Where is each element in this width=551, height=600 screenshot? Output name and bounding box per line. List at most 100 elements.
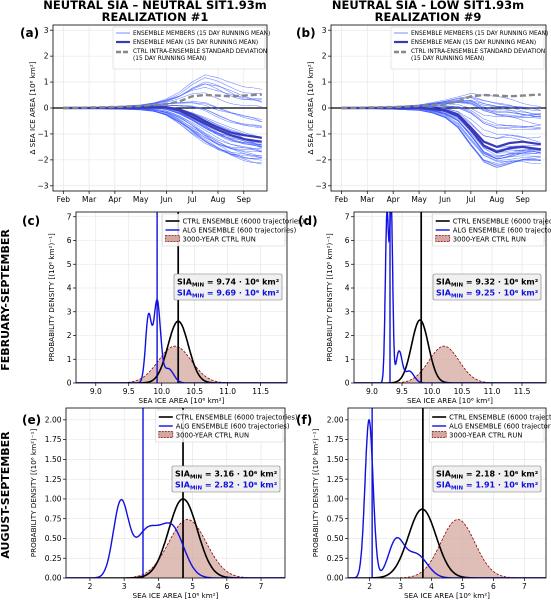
- y-axis-label: PROBABILITY DENSITY [(10⁶ km²)⁻¹]: [29, 429, 38, 558]
- legend-box: [112, 26, 266, 70]
- sia-ctrl-value: = 9.32 · 10⁶ km²: [463, 278, 539, 287]
- panel-f: 0.00 0.25 0.50 0.75 1.00 1.25 1.50 1.75 2.00 2 3 4 5…: [296, 407, 551, 600]
- sia-box: [173, 273, 283, 301]
- y-tick-label: 0: [322, 104, 327, 113]
- y-tick-label: −1: [315, 130, 326, 139]
- legend-text-ctrl: CTRL ENSEMBLE (6000 trajectories): [183, 218, 305, 226]
- x-tick-label: Aug: [489, 195, 504, 204]
- y-axis-label: PROBABILITY DENSITY [(10⁶ km²)⁻¹]: [47, 233, 56, 362]
- legend-text-ctrl-run: 3000-YEAR CTRL RUN: [453, 236, 526, 244]
- x-tick-label: Feb: [57, 195, 71, 204]
- sia-alg-subscript: MIN: [451, 486, 464, 492]
- sia-ctrl-symbol: SIA: [436, 470, 452, 479]
- y-tick-label: 0: [44, 104, 49, 113]
- sia-ctrl-text: SIAMIN = 2.18 · 10⁶ km²: [436, 470, 539, 481]
- x-tick-label: Mar: [82, 195, 97, 204]
- sia-ctrl-symbol: SIA: [177, 278, 193, 287]
- legend-swatch-ctrl-run: [431, 431, 447, 438]
- y-tick-label: 1.25: [327, 475, 344, 484]
- y-tick-label: 1.00: [327, 495, 344, 504]
- x-tick-label: 7: [522, 582, 527, 591]
- y-axis-label: PROBABILITY DENSITY [(10⁶ km²)⁻¹]: [325, 233, 334, 362]
- row-label-aug-sep: AUGUST-SEPTEMBER: [0, 431, 12, 559]
- legend-text-alg: ALG ENSEMBLE (600 trajectories): [183, 227, 297, 235]
- y-tick-label: 1: [67, 355, 72, 364]
- legend-text-ctrl: CTRL ENSEMBLE (6000 trajectories): [176, 414, 298, 422]
- ctrl-run-fill: [348, 519, 546, 578]
- y-tick-label: 1: [322, 78, 327, 87]
- sia-alg-value: = 9.69 · 10⁶ km²: [204, 289, 280, 298]
- sia-alg-symbol: SIA: [177, 289, 193, 298]
- legend-text-ctrl-run: 3000-YEAR CTRL RUN: [183, 236, 256, 244]
- y-tick-label: 2: [345, 331, 350, 340]
- left-column-title-line1: NEUTRAL SIA – NEUTRAL SIT1.93m: [43, 0, 266, 12]
- sia-alg-symbol: SIA: [175, 481, 191, 490]
- panel-label: (c): [22, 214, 40, 228]
- legend-box: [428, 409, 545, 443]
- sia-ctrl-value: = 9.74 · 10⁶ km²: [204, 278, 280, 287]
- legend-text-ctrl: CTRL ENSEMBLE (6000 trajectories): [449, 414, 551, 422]
- legend-text-ctrl: CTRL ENSEMBLE (6000 trajectories): [453, 218, 551, 226]
- x-tick-label: Sep: [237, 195, 251, 204]
- x-tick-label: Jun: [160, 195, 173, 204]
- y-tick-label: 0.50: [45, 534, 62, 543]
- y-tick-label: 0: [345, 379, 350, 388]
- y-tick-label: 0.50: [327, 534, 344, 543]
- y-tick-label: 3: [44, 26, 49, 35]
- ctrl-ensemble-density: [348, 508, 546, 578]
- x-axis-label: SEA ICE AREA [10⁶ km²]: [139, 396, 225, 405]
- plot-frame: [353, 211, 547, 384]
- plot-area: [331, 25, 546, 191]
- panel-a: −3 −2 −1 0 1 2 3 Feb Mar Apr May Jun Jul Aug Sep Δ SEA …: [20, 24, 270, 204]
- legend-text-std: CTRL INTRA-ENSEMBLE STANDARD DEVIATION: [133, 49, 267, 55]
- sia-alg-subscript: MIN: [451, 294, 464, 300]
- legend-text-ctrl-run: 3000-YEAR CTRL RUN: [176, 432, 249, 440]
- x-tick-label: Aug: [211, 195, 226, 204]
- x-tick-label: 3: [398, 582, 403, 591]
- x-tick-label: 2: [88, 582, 93, 591]
- x-tick-label: 6: [224, 582, 229, 591]
- x-tick-label: Feb: [335, 195, 349, 204]
- y-tick-label: −3: [315, 181, 326, 190]
- y-tick-label: −1: [37, 130, 48, 139]
- y-tick-label: −3: [37, 181, 48, 190]
- sia-ctrl-subscript: MIN: [451, 283, 464, 289]
- x-tick-label: 10.5: [186, 387, 203, 396]
- y-tick-label: 2: [67, 331, 72, 340]
- panel-label: (d): [298, 214, 318, 228]
- ctrl-run-edge: [76, 345, 287, 383]
- y-tick-label: 0.75: [45, 514, 62, 523]
- y-tick-label: 3: [322, 26, 327, 35]
- sia-alg-symbol: SIA: [436, 481, 452, 490]
- panel-c: 0 1 2 3 4 5 6 7 9.0 9.5 10.0 10.5 11.0 11.5 PROBABILIT…: [22, 211, 305, 405]
- y-tick-label: 4: [345, 284, 350, 293]
- x-tick-label: May: [133, 195, 149, 204]
- sia-alg-value: = 9.25 · 10⁶ km²: [463, 289, 539, 298]
- legend-text-ctrl-run: 3000-YEAR CTRL RUN: [449, 432, 522, 440]
- y-tick-label: 7: [67, 212, 72, 221]
- legend-text-std: CTRL INTRA-ENSEMBLE STANDARD DEVIATION: [411, 49, 545, 55]
- x-tick-label: Apr: [108, 195, 122, 204]
- alg-ensemble-density: [348, 419, 546, 578]
- x-tick-label: 6: [491, 582, 496, 591]
- sia-ctrl-text: SIAMIN = 3.16 · 10⁶ km²: [175, 470, 278, 481]
- y-tick-label: 5: [345, 260, 350, 269]
- legend-swatch-ctrl-run: [158, 431, 174, 438]
- y-tick-label: 6: [67, 236, 72, 245]
- legend-box: [155, 409, 284, 443]
- y-tick-label: 1.50: [327, 455, 344, 464]
- legend-text-std-line2: (15 DAY RUNNING MEAN): [411, 56, 484, 62]
- panel-label: (a): [20, 26, 39, 40]
- y-tick-label: 2.00: [45, 415, 62, 424]
- y-tick-label: 1.75: [45, 435, 62, 444]
- sia-alg-text: SIAMIN = 1.91 · 10⁶ km²: [436, 481, 539, 492]
- ctrl-run-edge: [66, 519, 285, 578]
- x-axis-label: SEA ICE AREA [10⁶ km²]: [133, 591, 219, 600]
- right-column-title-line2: REALIZATION #9: [375, 10, 482, 24]
- y-tick-label: 0.75: [327, 514, 344, 523]
- legend-box: [432, 213, 545, 247]
- sia-ctrl-text: SIAMIN = 9.74 · 10⁶ km²: [177, 278, 280, 289]
- sia-alg-text: SIAMIN = 9.25 · 10⁶ km²: [436, 289, 539, 300]
- legend-swatch-ctrl-run: [165, 235, 180, 242]
